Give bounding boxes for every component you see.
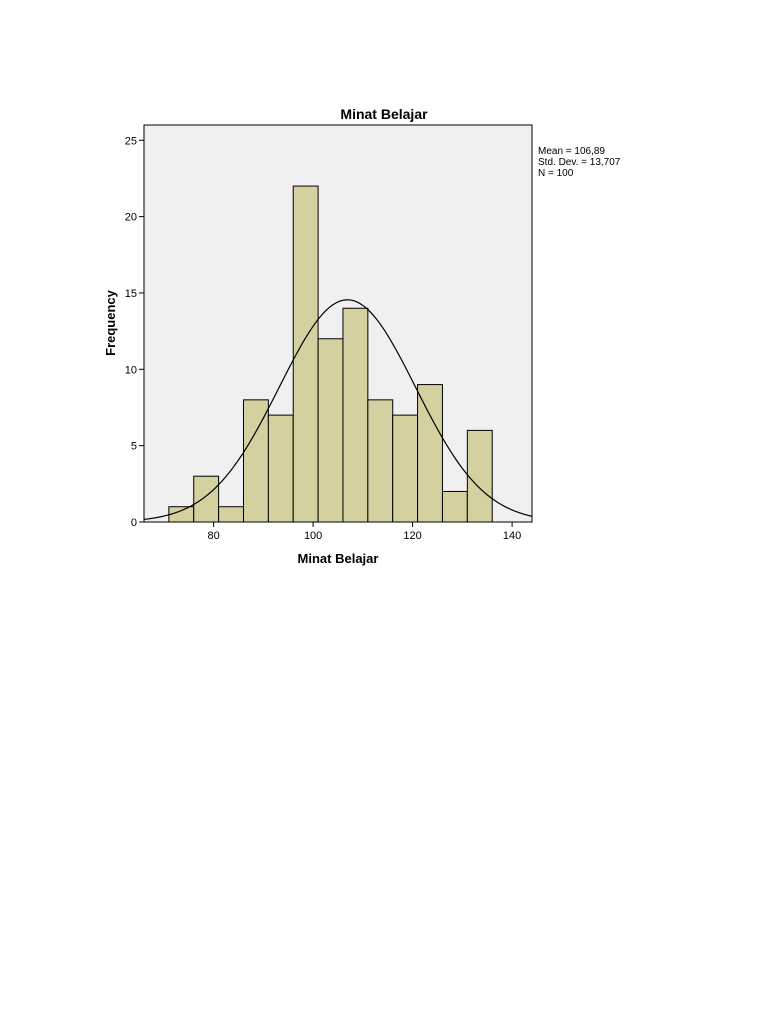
- histogram-bar: [417, 384, 443, 523]
- x-tick-label: 100: [304, 530, 322, 542]
- bars-group: [168, 185, 493, 523]
- x-tick-label: 140: [503, 530, 521, 542]
- y-axis: 0 5 10 15 20 25: [125, 135, 144, 529]
- histogram-bar: [342, 307, 369, 523]
- stats-mean: Mean = 106,89: [538, 146, 605, 157]
- x-tick-label: 80: [208, 530, 220, 542]
- x-axis: 80 100 120 140: [208, 522, 521, 542]
- histogram-bar: [317, 338, 344, 523]
- y-tick-label: 10: [125, 364, 137, 376]
- histogram-bar: [441, 490, 468, 523]
- y-tick-label: 20: [125, 212, 137, 224]
- histogram-bar: [242, 399, 269, 523]
- histogram-bar: [292, 185, 319, 523]
- histogram-bar: [218, 506, 244, 523]
- normal-curve: [143, 299, 533, 520]
- y-axis-label: Frequency: [103, 289, 118, 356]
- y-tick-label: 0: [131, 517, 137, 529]
- stats-box: Mean = 106,89 Std. Dev. = 13,707 N = 100: [538, 146, 620, 179]
- histogram-bar: [168, 506, 195, 523]
- y-tick-label: 25: [125, 135, 137, 147]
- histogram-bar: [193, 475, 220, 523]
- x-axis-label: Minat Belajar: [298, 551, 379, 566]
- y-tick-label: 15: [125, 288, 137, 300]
- stats-sd: Std. Dev. = 13,707: [538, 157, 621, 168]
- chart-title: Minat Belajar: [340, 106, 428, 122]
- histogram-bar: [466, 429, 493, 523]
- histogram-bar: [267, 414, 294, 523]
- y-tick-label: 5: [131, 441, 137, 453]
- histogram-bar: [392, 414, 419, 523]
- histogram-bar: [367, 399, 394, 523]
- stats-n: N = 100: [538, 168, 574, 179]
- x-tick-label: 120: [403, 530, 421, 542]
